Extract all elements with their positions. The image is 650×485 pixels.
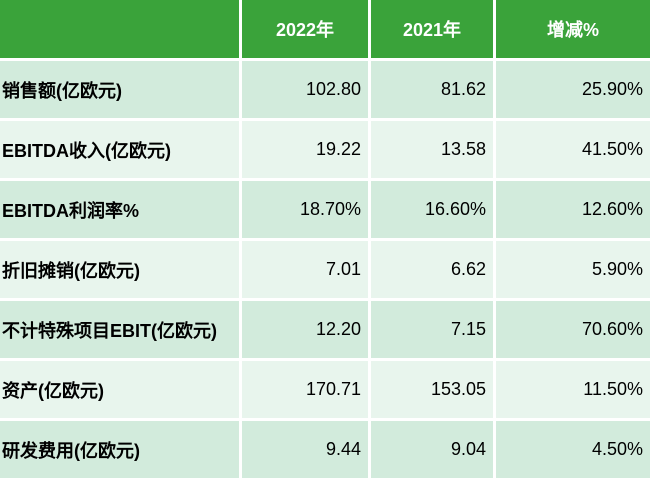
value-change: 5.90%: [496, 241, 650, 298]
row-label: 不计特殊项目EBIT(亿欧元): [0, 301, 239, 358]
column-header-2021: 2021年: [371, 0, 493, 58]
value-change: 11.50%: [496, 361, 650, 418]
table-header-row: 2022年 2021年 增减%: [0, 0, 650, 58]
value-change: 25.90%: [496, 61, 650, 118]
value-2021: 9.04: [371, 421, 493, 478]
row-label: EBITDA利润率%: [0, 181, 239, 238]
value-2021: 6.62: [371, 241, 493, 298]
value-2022: 9.44: [242, 421, 368, 478]
value-2022: 19.22: [242, 121, 368, 178]
value-2022: 170.71: [242, 361, 368, 418]
column-header-blank: [0, 0, 239, 58]
table-row-rd-expense: 研发费用(亿欧元) 9.44 9.04 4.50%: [0, 421, 650, 478]
value-2022: 12.20: [242, 301, 368, 358]
value-2022: 7.01: [242, 241, 368, 298]
row-label: 研发费用(亿欧元): [0, 421, 239, 478]
value-change: 4.50%: [496, 421, 650, 478]
value-2022: 102.80: [242, 61, 368, 118]
table-row-ebitda-income: EBITDA收入(亿欧元) 19.22 13.58 41.50%: [0, 121, 650, 178]
column-header-2022: 2022年: [242, 0, 368, 58]
table-row-ebit-ex-special: 不计特殊项目EBIT(亿欧元) 12.20 7.15 70.60%: [0, 301, 650, 358]
row-label: 销售额(亿欧元): [0, 61, 239, 118]
value-2021: 153.05: [371, 361, 493, 418]
value-change: 12.60%: [496, 181, 650, 238]
table-row-ebitda-margin: EBITDA利润率% 18.70% 16.60% 12.60%: [0, 181, 650, 238]
value-2021: 13.58: [371, 121, 493, 178]
row-label: 资产(亿欧元): [0, 361, 239, 418]
value-2021: 16.60%: [371, 181, 493, 238]
table-row-depreciation: 折旧摊销(亿欧元) 7.01 6.62 5.90%: [0, 241, 650, 298]
row-label: 折旧摊销(亿欧元): [0, 241, 239, 298]
table-row-sales: 销售额(亿欧元) 102.80 81.62 25.90%: [0, 61, 650, 118]
row-label: EBITDA收入(亿欧元): [0, 121, 239, 178]
value-2021: 81.62: [371, 61, 493, 118]
value-2022: 18.70%: [242, 181, 368, 238]
table-row-assets: 资产(亿欧元) 170.71 153.05 11.50%: [0, 361, 650, 418]
value-change: 70.60%: [496, 301, 650, 358]
column-header-change: 增减%: [496, 0, 650, 58]
value-2021: 7.15: [371, 301, 493, 358]
value-change: 41.50%: [496, 121, 650, 178]
